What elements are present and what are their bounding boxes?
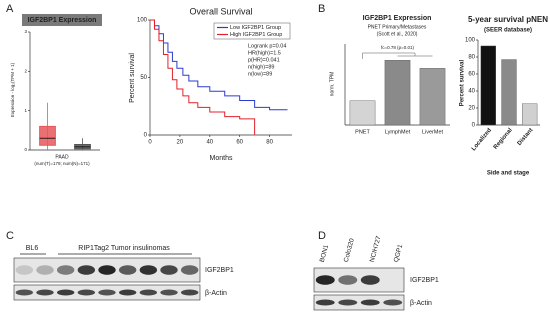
bar xyxy=(501,59,517,126)
band xyxy=(15,265,34,275)
band xyxy=(160,265,178,275)
note: (num(T)=179; num(N)=171) xyxy=(34,161,90,166)
y-tick-label: 60 xyxy=(468,72,475,78)
bar xyxy=(522,103,538,126)
band xyxy=(77,289,96,296)
x-tick-label: 0 xyxy=(148,140,152,146)
y-tick-label: 50 xyxy=(140,75,147,81)
y-tick-label: 1 xyxy=(24,108,27,113)
y-label: Percent survival xyxy=(460,59,466,106)
band xyxy=(180,289,199,296)
x-label: Months xyxy=(210,155,233,162)
y-tick-label: 20 xyxy=(468,106,475,112)
box xyxy=(39,125,56,146)
x-label: Side and stage xyxy=(487,171,530,177)
row-label: β-Actin xyxy=(205,290,227,297)
band xyxy=(360,275,380,285)
y-tick-label: 0 xyxy=(144,133,148,139)
legend-box xyxy=(213,22,291,40)
bar xyxy=(349,100,376,126)
band xyxy=(36,289,54,296)
survival-curve xyxy=(150,19,256,135)
annotation: n(low)=89 xyxy=(248,71,272,77)
title: Overall Survival xyxy=(189,6,252,16)
lane-label: QGP1 xyxy=(393,243,405,263)
band xyxy=(338,299,358,306)
lane-label: BON1 xyxy=(319,244,330,263)
band xyxy=(118,289,137,296)
band xyxy=(98,265,116,275)
annotation: Logrank p=0.04 xyxy=(248,43,286,49)
title: IGF2BP1 Expression xyxy=(363,15,432,22)
y-tick-label: 2 xyxy=(24,69,27,74)
x-tick-label: PNET xyxy=(355,129,370,135)
source: (Scott et al., 2020) xyxy=(377,31,418,37)
y-tick-label: 3 xyxy=(24,29,27,34)
band xyxy=(98,289,116,296)
y-label: norm. TPM xyxy=(329,72,335,97)
y-tick-label: 0 xyxy=(472,123,476,129)
bracket xyxy=(362,52,433,59)
y-label: Expression - log₂(TPM + 1) xyxy=(10,62,15,117)
title: IGF2BP1 Expression xyxy=(28,17,97,24)
survival-curve xyxy=(150,19,288,111)
group-label: BL6 xyxy=(26,245,39,252)
x-tick-label: LiverMet xyxy=(422,129,444,135)
band xyxy=(360,299,380,306)
row-label: IGF2BP1 xyxy=(410,277,439,284)
legend-label: High IGF2BP1 Group xyxy=(230,32,282,38)
annotation: p(HR)=0.041 xyxy=(248,57,280,63)
band xyxy=(139,289,158,296)
band xyxy=(180,265,199,275)
legend-label: Low IGF2BP1 Group xyxy=(230,25,281,31)
bar xyxy=(419,68,446,126)
panel-label: B xyxy=(318,3,325,15)
annotation: fc=0.78 (p=0.01) xyxy=(381,45,415,50)
row-label: IGF2BP1 xyxy=(205,267,234,274)
x-label: PAAD xyxy=(55,154,69,160)
y-label: Percent survival xyxy=(129,53,136,103)
panel-label: A xyxy=(6,3,14,15)
row-label: β-Actin xyxy=(410,300,432,307)
blot-actin xyxy=(313,294,405,311)
bar xyxy=(480,45,496,126)
band xyxy=(118,265,137,275)
band xyxy=(56,289,75,296)
title: 5-year survival pNEN xyxy=(468,15,548,24)
band xyxy=(315,299,335,306)
x-tick-label: 60 xyxy=(236,140,243,146)
bar xyxy=(384,60,411,126)
annotation: HR(high)=1.5 xyxy=(248,50,281,56)
panel-label: D xyxy=(318,230,326,242)
band xyxy=(338,275,358,285)
y-tick-label: 0 xyxy=(24,147,27,152)
band xyxy=(15,289,34,296)
y-tick-label: 80 xyxy=(468,55,475,61)
band xyxy=(383,299,403,306)
y-tick-label: 100 xyxy=(465,38,476,44)
band xyxy=(315,275,335,285)
x-tick-label: 40 xyxy=(206,140,213,146)
x-tick-label: 20 xyxy=(177,140,184,146)
title-background xyxy=(22,14,102,26)
x-tick-label: 80 xyxy=(266,140,273,146)
y-tick-label: 100 xyxy=(137,18,148,24)
band xyxy=(139,265,158,275)
band xyxy=(56,265,75,275)
group-label: RIP1Tag2 Tumor insulinomas xyxy=(78,245,170,252)
subtitle: (SEER database) xyxy=(484,28,532,34)
band xyxy=(160,289,178,296)
annotation: n(high)=89 xyxy=(248,64,274,70)
band xyxy=(77,265,96,275)
x-tick-label: LymphMet xyxy=(385,129,411,135)
y-tick-label: 40 xyxy=(468,89,475,95)
panel-label: C xyxy=(6,230,14,242)
subtitle: PNET Primary/Metastases xyxy=(368,24,427,30)
band xyxy=(36,265,54,275)
